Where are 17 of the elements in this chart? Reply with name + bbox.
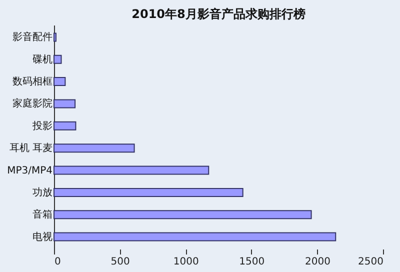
y-tick-label: 家庭影院 <box>12 98 52 110</box>
x-tick-label: 1000 <box>173 256 199 268</box>
y-tick-label: 功放 <box>32 186 52 198</box>
x-tick-label: 2000 <box>304 256 330 268</box>
x-tick-label: 0 <box>54 256 61 268</box>
x-tick-label: 1500 <box>239 256 265 268</box>
y-tick-label: 电视 <box>32 230 52 243</box>
y-tick-label: 数码相框 <box>12 76 52 88</box>
x-tick-label: 500 <box>110 256 130 268</box>
y-tick-label: 音箱 <box>32 208 52 221</box>
chart-title: 2010年8月影音产品求购排行榜 <box>132 7 306 21</box>
y-tick-label: MP3/MP4 <box>7 165 52 176</box>
y-tick-label: 投影 <box>32 120 52 132</box>
x-tick-label: 2500 <box>358 256 384 268</box>
y-tick-label: 耳机 耳麦 <box>9 142 52 154</box>
y-tick-label: 碟机 <box>32 53 52 66</box>
y-tick-label: 影音配件 <box>12 31 52 44</box>
